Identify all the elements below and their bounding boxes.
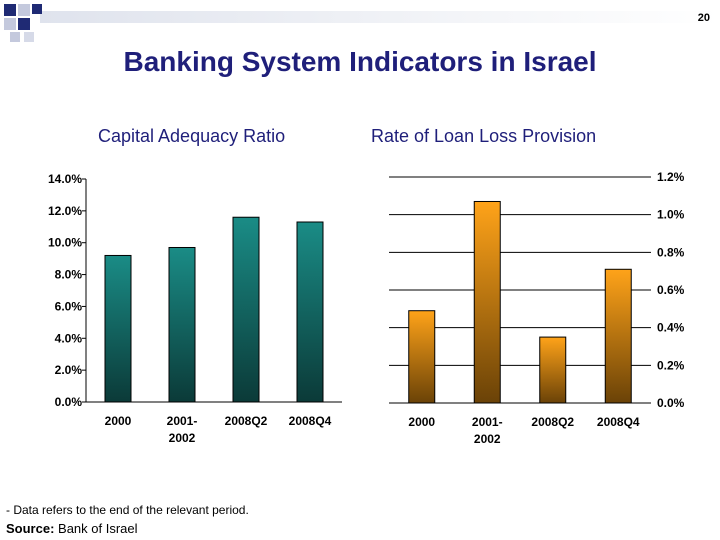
logo-square-7 (24, 32, 34, 42)
y-tick-label: 1.2% (657, 170, 685, 184)
bar (296, 221, 324, 403)
source-label: Source: (6, 521, 55, 536)
y-tick-label: 0.6% (657, 283, 685, 297)
y-tick-label: 10.0% (48, 236, 82, 250)
logo-square-1 (4, 4, 16, 16)
footnote: - Data refers to the end of the relevant… (6, 503, 249, 517)
logo-square-6 (10, 32, 20, 42)
y-tick-label: 1.0% (657, 208, 685, 222)
y-tick-label: 12.0% (48, 204, 82, 218)
logo-square-3 (32, 4, 42, 14)
source-line: Source: Bank of Israel (6, 521, 138, 536)
y-tick-label: 6.0% (55, 299, 83, 313)
x-tick-label: 2008Q4 (597, 415, 640, 429)
x-tick-label: 2008Q2 (225, 414, 268, 428)
y-tick-label: 4.0% (55, 331, 83, 345)
y-tick-label: 0.4% (657, 321, 685, 335)
loan-loss-title: Rate of Loan Loss Provision (371, 126, 597, 146)
slide-title: Banking System Indicators in Israel (123, 46, 597, 77)
bar (408, 310, 436, 404)
logo-square-5 (18, 18, 30, 30)
y-tick-label: 8.0% (55, 268, 83, 282)
y-tick-label: 0.2% (657, 358, 685, 372)
header-band (40, 11, 720, 23)
y-tick-label: 0.0% (657, 396, 685, 410)
x-tick-label: 2001- (167, 414, 198, 428)
loan-loss-chart: 0.0% 0.2% 0.4% 0.6% 0.8% 1.0% 1.2% 2000 2001- 200… (389, 170, 685, 446)
capital-adequacy-title: Capital Adequacy Ratio (98, 126, 286, 146)
logo-square-2 (18, 4, 30, 16)
y-tick-label: 14.0% (48, 172, 82, 186)
y-tick-label: 0.0% (55, 395, 83, 409)
x-tick-label: 2002 (169, 431, 196, 445)
y-tick-label: 0.8% (657, 245, 685, 259)
page-number: 20 (697, 12, 710, 24)
source-text: Bank of Israel (54, 521, 138, 536)
bar (232, 216, 260, 403)
x-tick-label: 2008Q2 (531, 415, 574, 429)
x-tick-label: 2008Q4 (289, 414, 332, 428)
capital-adequacy-chart: 0.0% 2.0% 4.0% 6.0% 8.0% 10.0% 12.0% 14.0% 2000 2… (48, 172, 342, 445)
bar (473, 200, 501, 404)
x-tick-label: 2001- (472, 415, 503, 429)
x-tick-label: 2002 (474, 432, 501, 446)
logo-square-4 (4, 18, 16, 30)
y-tick-label: 2.0% (55, 363, 83, 377)
x-tick-label: 2000 (408, 415, 435, 429)
bar (104, 254, 132, 403)
bar (604, 268, 632, 404)
x-tick-label: 2000 (105, 414, 132, 428)
bar (168, 246, 196, 403)
bar (539, 336, 567, 404)
